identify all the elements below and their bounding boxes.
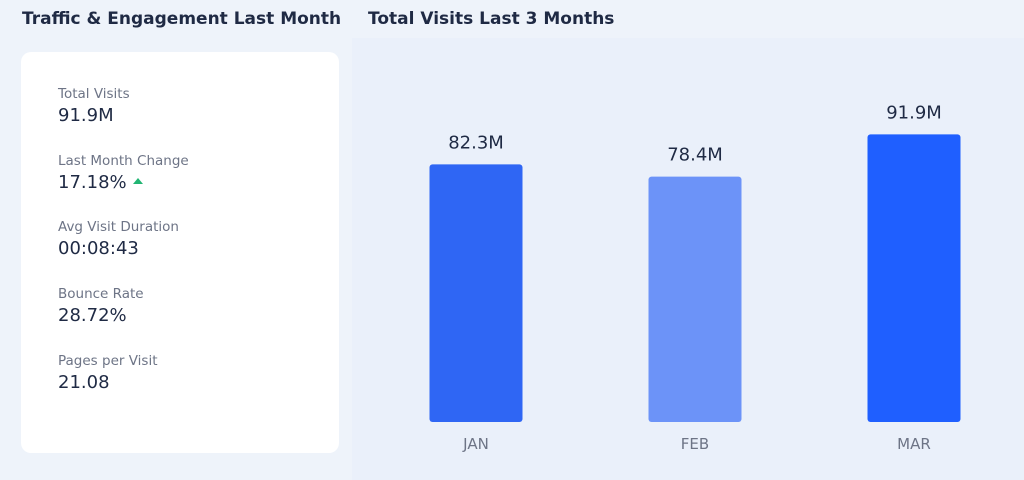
bar-value-label: 91.9M <box>886 102 942 123</box>
x-tick-label: FEB <box>681 435 709 453</box>
metric-value: 21.08 <box>58 372 110 393</box>
bar-jan[interactable] <box>429 164 523 422</box>
trend-up-icon <box>132 178 143 184</box>
stats-card: Total Visits 91.9M Last Month Change 17.… <box>21 52 339 453</box>
traffic-engagement-title: Traffic & Engagement Last Month <box>22 9 342 29</box>
metric-value: 28.72% <box>58 305 127 326</box>
metric-value: 00:08:43 <box>58 238 139 259</box>
bar-chart: 82.3M JAN 78.4M FEB 91.9M MAR <box>429 102 961 453</box>
bar-mar[interactable] <box>867 134 961 422</box>
metric-pages-per-visit: Pages per Visit 21.08 <box>58 352 158 395</box>
metric-value-row: 17.18% <box>58 171 189 195</box>
bar-value-label: 78.4M <box>667 145 723 166</box>
metric-total-visits: Total Visits 91.9M <box>58 85 130 128</box>
metric-label: Bounce Rate <box>58 286 144 302</box>
x-tick-label: JAN <box>462 435 489 453</box>
metric-avg-visit-duration: Avg Visit Duration 00:08:43 <box>58 218 179 261</box>
bar-feb[interactable] <box>648 176 742 422</box>
metric-bounce-rate: Bounce Rate 28.72% <box>58 285 144 328</box>
chart-panel: 82.3M JAN 78.4M FEB 91.9M MAR <box>352 38 1024 480</box>
bar-value-label: 82.3M <box>448 132 504 153</box>
metric-value: 91.9M <box>58 105 114 126</box>
metric-label: Total Visits <box>58 86 130 102</box>
chart-title: Total Visits Last 3 Months <box>368 9 615 29</box>
metric-label: Avg Visit Duration <box>58 219 179 235</box>
metric-label: Pages per Visit <box>58 353 158 369</box>
metric-label: Last Month Change <box>58 153 189 169</box>
metric-last-month-change: Last Month Change 17.18% <box>58 152 189 195</box>
x-tick-label: MAR <box>897 435 931 453</box>
metric-value: 17.18% <box>58 172 127 193</box>
